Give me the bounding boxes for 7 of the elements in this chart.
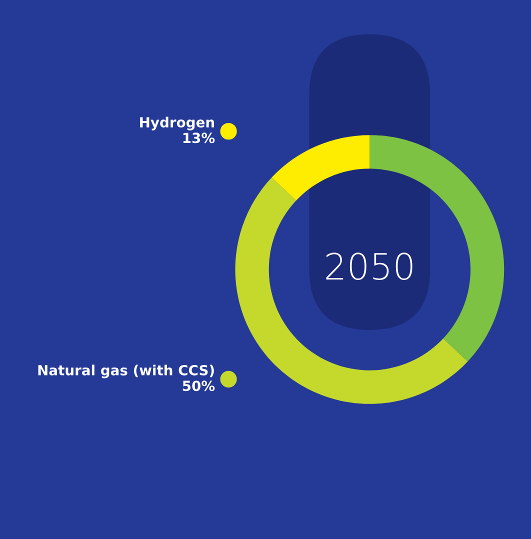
legend-label: Hydrogen [140, 116, 214, 130]
legend-label: Natural gas (with CCS) [38, 364, 214, 378]
donut-slice [272, 135, 370, 200]
donut-slice [235, 177, 468, 404]
data-label: 50% [182, 380, 215, 392]
data-label: 13% [183, 132, 215, 144]
text: 2050 [326, 252, 412, 280]
